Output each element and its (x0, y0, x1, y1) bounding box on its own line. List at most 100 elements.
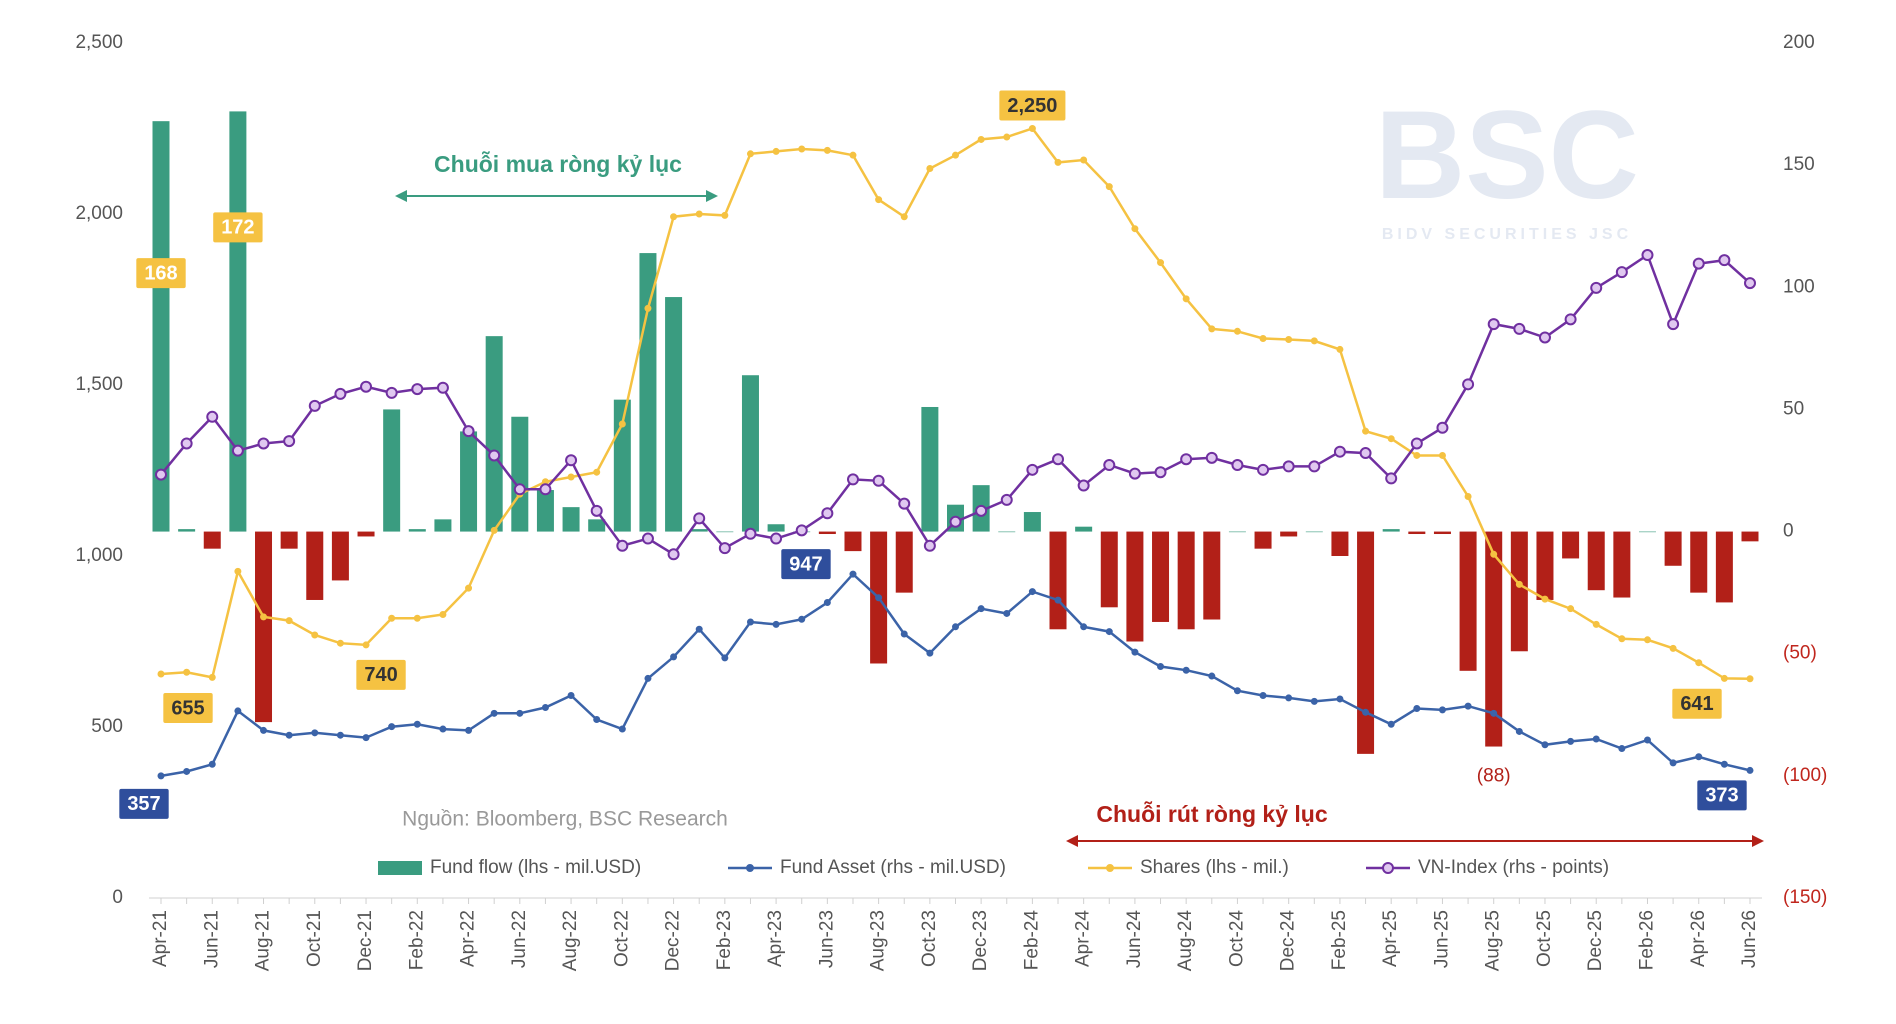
data-label: 947 (789, 553, 822, 575)
data-label: 641 (1680, 693, 1713, 715)
data-label-box (136, 258, 186, 289)
legend-marker (746, 864, 754, 872)
marker (1615, 266, 1628, 279)
marker (208, 760, 216, 768)
x-tick-label: Dec-23 (970, 910, 991, 971)
marker (1105, 183, 1113, 191)
marker (1695, 753, 1703, 761)
marker (1567, 737, 1575, 745)
bar (1613, 531, 1631, 598)
marker (644, 304, 652, 312)
bar (1177, 531, 1195, 630)
marker (1438, 451, 1446, 459)
data-label: 2,250 (1007, 95, 1057, 117)
marker (900, 630, 908, 638)
marker (644, 674, 652, 682)
bar (1203, 531, 1221, 620)
data-label-box (213, 212, 263, 243)
marker (721, 654, 729, 662)
bar (1357, 531, 1375, 754)
marker (1080, 623, 1088, 631)
marker (1285, 336, 1293, 344)
marker (593, 715, 601, 723)
bar (408, 529, 426, 532)
bar (255, 531, 273, 723)
marker (695, 210, 703, 218)
marker (1643, 736, 1651, 744)
marker (977, 605, 985, 613)
marker (1464, 492, 1472, 500)
marker (1564, 313, 1577, 326)
marker (1462, 378, 1475, 391)
y2-tick-label: 0 (1783, 521, 1794, 542)
marker (1259, 334, 1267, 342)
bar (460, 431, 478, 532)
marker (336, 639, 344, 647)
marker (385, 386, 398, 399)
marker (1438, 706, 1446, 714)
marker (746, 150, 754, 158)
marker (465, 584, 473, 592)
bar (818, 531, 836, 535)
y2-tick-label: (100) (1783, 765, 1827, 786)
bar (1280, 531, 1298, 537)
marker (1669, 644, 1677, 652)
bar (1049, 531, 1067, 630)
marker (1413, 705, 1421, 713)
marker (388, 723, 396, 731)
x-tick-label: Apr-25 (1380, 910, 1401, 967)
marker (1285, 694, 1293, 702)
bar (511, 416, 529, 532)
bar (1023, 512, 1041, 532)
data-label: 740 (364, 664, 397, 686)
marker (413, 720, 421, 728)
watermark-logo: BSC (1375, 86, 1639, 225)
marker (208, 673, 216, 681)
marker (1336, 695, 1344, 703)
marker (1720, 760, 1728, 768)
bar (588, 519, 606, 532)
marker (260, 726, 268, 734)
bar (434, 519, 452, 532)
bar (1536, 531, 1554, 600)
marker (693, 512, 706, 525)
bar (357, 531, 375, 537)
marker (1308, 460, 1321, 473)
marker (798, 615, 806, 623)
marker (1385, 472, 1398, 485)
marker (593, 468, 601, 476)
marker (823, 599, 831, 607)
legend-label: Shares (lhs - mil.) (1140, 857, 1289, 878)
data-label: 373 (1705, 785, 1738, 807)
y-tick-label: 0 (112, 887, 123, 908)
x-tick-label: Feb-25 (1329, 910, 1350, 970)
x-tick-label: Jun-22 (509, 910, 530, 968)
marker (1490, 550, 1498, 558)
data-label: 172 (221, 217, 254, 239)
data-label-box (781, 549, 831, 580)
source-note: Nguồn: Bloomberg, BSC Research (402, 808, 728, 831)
marker (875, 196, 883, 204)
x-tick-label: Jun-24 (1124, 910, 1145, 969)
marker (1487, 318, 1500, 331)
marker (1054, 158, 1062, 166)
marker (1436, 421, 1449, 434)
marker (439, 610, 447, 618)
marker (516, 709, 524, 717)
data-label: 168 (144, 262, 177, 284)
marker (898, 497, 911, 510)
marker (1515, 727, 1523, 735)
bar (1562, 531, 1580, 559)
marker (311, 729, 319, 737)
bar (1254, 531, 1272, 549)
marker (541, 704, 549, 712)
marker (490, 709, 498, 717)
marker (360, 380, 373, 393)
x-tick-label: Oct-25 (1534, 910, 1555, 967)
marker (488, 449, 501, 462)
marker (1464, 702, 1472, 710)
buy-streak-label: Chuỗi mua ròng kỷ lục (434, 150, 682, 177)
y-tick-label: 1,000 (75, 545, 123, 566)
bar (203, 531, 221, 549)
